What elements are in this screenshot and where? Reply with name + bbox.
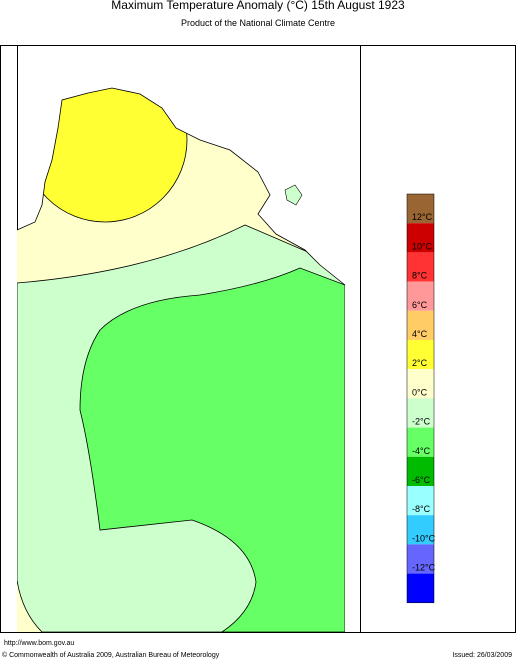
legend: 12°C 10°C 8°C 6°C 4°C 2°C 0°C -2°C -4°C -6°C -8°C -… [406,193,436,604]
legend-label: 6°C [412,300,428,310]
legend-swatch [407,515,434,545]
legend-label: -4°C [412,446,431,456]
legend-swatch [407,486,434,516]
legend-label: -8°C [412,504,431,514]
legend-label: 2°C [412,358,428,368]
legend-swatch [407,544,434,574]
legend-swatch [407,310,434,340]
footer-copyright: © Commonwealth of Australia 2009, Austra… [2,651,220,659]
legend-label: -6°C [412,475,431,485]
legend-label: 8°C [412,271,428,281]
anomaly-m4-m2 [79,267,345,632]
legend-swatch [407,369,434,399]
legend-label: 10°C [412,241,433,251]
legend-label: -2°C [412,417,431,427]
legend-label: 0°C [412,387,428,397]
coastline [16,87,346,286]
legend-swatch [407,281,434,311]
legend-swatch [407,252,434,282]
footer-url: http://www.bom.gov.au [4,640,74,647]
island [284,184,303,206]
legend-swatch [407,223,434,253]
title: Maximum Temperature Anomaly (°C) 15th Au… [111,0,405,12]
legend-swatch [407,427,434,457]
legend-swatch [407,194,434,224]
legend-label: -10°C [412,533,436,543]
footer-issued: Issued: 26/03/2009 [452,652,512,659]
legend-label: 4°C [412,329,428,339]
legend-border [406,193,435,604]
legend-swatch [407,340,434,370]
legend-label: -12°C [412,563,436,573]
legend-label: 12°C [412,212,433,222]
subtitle: Product of the National Climate Centre [181,18,335,28]
legend-swatch [407,573,434,603]
legend-swatch [407,456,434,486]
legend-swatch [407,398,434,428]
